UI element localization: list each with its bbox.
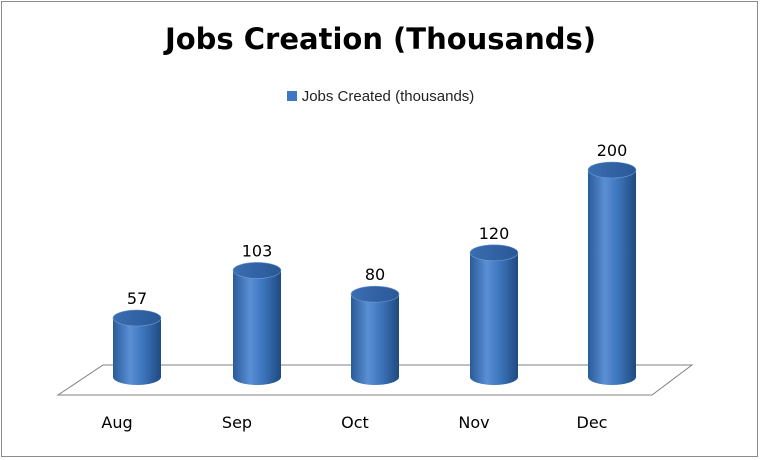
x-tick-label: Sep (222, 413, 252, 432)
bar-top (469, 244, 519, 262)
bar-oct (350, 285, 400, 385)
bar-body (588, 170, 636, 385)
bar-top (232, 262, 282, 279)
data-label: 200 (597, 141, 628, 160)
x-tick-label: Dec (577, 413, 608, 432)
bar-top (587, 161, 637, 179)
bar-body (233, 270, 281, 385)
chart-title: Jobs Creation (Thousands) (164, 22, 597, 56)
data-label: 57 (127, 289, 147, 308)
bar-dec (587, 161, 637, 385)
bar-sep (232, 262, 282, 385)
bar-aug (112, 309, 162, 385)
x-tick-label: Nov (458, 413, 489, 432)
data-label: 120 (479, 224, 510, 243)
data-label: 103 (242, 241, 273, 260)
bar-nov (469, 244, 519, 385)
legend: Jobs Created (thousands) (0, 88, 761, 105)
x-tick-label: Aug (101, 413, 132, 432)
x-tick-label: Oct (341, 413, 369, 432)
bar-body (113, 318, 161, 385)
bar-body (470, 252, 518, 385)
bar-top (350, 285, 400, 303)
bar-body (351, 294, 399, 385)
legend-swatch (286, 91, 297, 101)
legend-label: Jobs Created (thousands) (301, 88, 475, 105)
bar-top (112, 309, 162, 327)
data-label: 80 (365, 265, 385, 284)
